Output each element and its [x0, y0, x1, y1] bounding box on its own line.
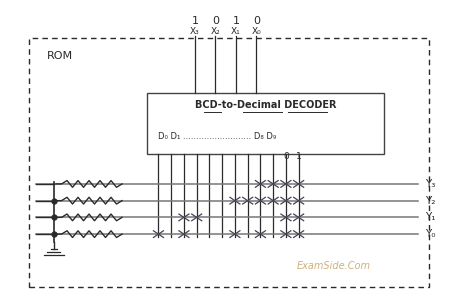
Text: X₃: X₃	[190, 27, 200, 36]
Text: Y₂: Y₂	[425, 196, 435, 206]
Text: 0: 0	[253, 16, 260, 26]
Text: D₀ D₁ .......................... D₈ D₉: D₀ D₁ .......................... D₈ D₉	[158, 132, 277, 141]
Text: 0: 0	[283, 152, 289, 161]
Text: 1: 1	[232, 16, 240, 26]
Text: Y₁: Y₁	[425, 212, 435, 222]
Text: Y₃: Y₃	[425, 179, 435, 189]
Text: ExamSide.Com: ExamSide.Com	[297, 261, 371, 271]
Text: BCD-to-Decimal DECODER: BCD-to-Decimal DECODER	[195, 100, 336, 111]
Text: X₁: X₁	[231, 27, 241, 36]
Text: X₂: X₂	[211, 27, 220, 36]
Text: X₀: X₀	[251, 27, 261, 36]
Text: 1: 1	[191, 16, 198, 26]
Text: 1: 1	[296, 152, 301, 161]
Text: Y₀: Y₀	[425, 229, 435, 239]
Text: ROM: ROM	[47, 51, 73, 61]
Text: 0: 0	[212, 16, 219, 26]
